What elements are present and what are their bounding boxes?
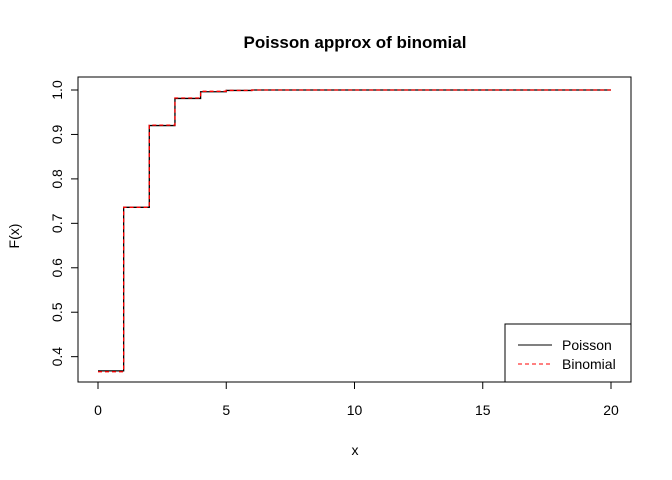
y-axis: 0.4 0.5 0.6 0.7 0.8 0.9 1.0	[49, 80, 79, 367]
x-axis: 0 5 10 15 20	[94, 381, 619, 418]
x-tick-label: 5	[222, 402, 230, 418]
x-tick-label: 15	[475, 402, 491, 418]
y-tick-label: 0.5	[49, 302, 65, 322]
legend-label-binomial: Binomial	[562, 356, 616, 372]
series-layer	[98, 89, 611, 373]
x-tick-label: 20	[603, 402, 619, 418]
legend-box	[504, 323, 632, 383]
chart-title: Poisson approx of binomial	[244, 33, 467, 52]
series-line-poisson	[98, 89, 611, 372]
y-tick-label: 1.0	[49, 80, 65, 100]
y-tick-label: 0.9	[49, 125, 65, 145]
x-axis-label: x	[352, 442, 359, 458]
y-tick-label: 0.8	[49, 169, 65, 189]
y-tick-label: 0.6	[49, 258, 65, 278]
y-axis-label: F(x)	[6, 224, 22, 249]
x-tick-label: 0	[94, 402, 102, 418]
y-tick-label: 0.4	[49, 347, 65, 367]
legend: Poisson Binomial	[504, 323, 632, 383]
y-tick-label: 0.7	[49, 213, 65, 233]
x-tick-label: 10	[347, 402, 363, 418]
legend-label-poisson: Poisson	[562, 337, 612, 353]
